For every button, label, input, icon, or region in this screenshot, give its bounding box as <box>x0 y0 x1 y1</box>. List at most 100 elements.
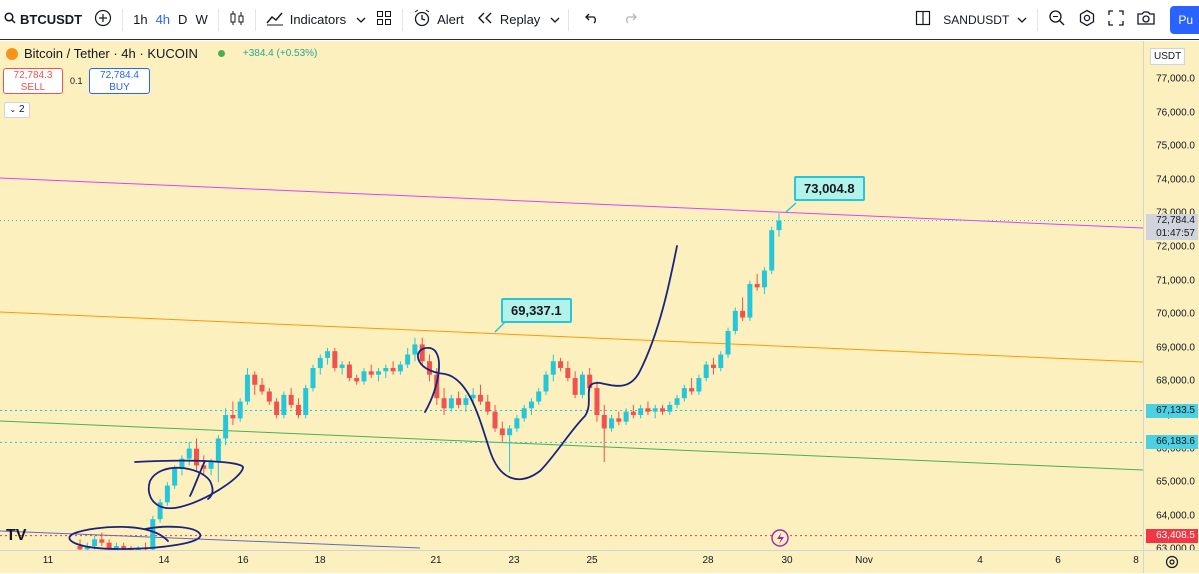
axis-corner[interactable] <box>1143 550 1199 573</box>
compare-symbol[interactable]: SANDUSDT <box>937 0 1033 40</box>
timeframe-group: 1h 4h D W <box>127 0 214 40</box>
buy-button[interactable]: 72,784.4 BUY <box>89 68 150 94</box>
price-axis[interactable]: 77,000.0 76,000.0 75,000.0 74,000.0 73,000.0… <box>1143 41 1199 555</box>
snapshot-button[interactable] <box>1130 0 1162 40</box>
candle-body <box>346 364 352 379</box>
candle-body <box>645 408 651 412</box>
price-tick-label: 63,000.0 <box>1156 544 1195 555</box>
replay-dropdown[interactable] <box>546 0 564 40</box>
symbol-title: Bitcoin / Tether · 4h · KUCOIN <box>24 46 198 61</box>
buy-label: BUY <box>109 82 130 93</box>
timeframe-1h[interactable]: 1h <box>133 12 148 27</box>
fullscreen-button[interactable] <box>1102 0 1130 40</box>
current-price-badge: 72,784.4 01:47:57 <box>1146 213 1198 240</box>
time-tick-label: 6 <box>1055 555 1061 566</box>
candle-body <box>172 468 178 486</box>
candle-body <box>92 539 98 547</box>
price-tick-label: 75,000.0 <box>1156 140 1195 152</box>
candle-body <box>106 542 112 550</box>
candle-body <box>696 378 702 392</box>
divider <box>568 8 570 31</box>
indicators-collapse-toggle[interactable]: ⌄ 2 <box>4 102 30 118</box>
candle-body <box>776 220 782 231</box>
trendline-purple <box>0 177 1143 229</box>
layout-button[interactable] <box>909 0 937 40</box>
undo-button[interactable] <box>573 0 611 40</box>
candle-body <box>456 398 462 405</box>
alert-button[interactable]: Alert <box>407 0 470 40</box>
sell-button[interactable]: 72,784.3 SELL <box>3 68 63 94</box>
time-tick-label: 16 <box>237 555 249 566</box>
price-note-high[interactable]: 73,004.8 <box>794 176 865 201</box>
time-tick-label: 28 <box>702 555 714 566</box>
publish-button[interactable]: Pu <box>1170 5 1199 34</box>
candle-body <box>230 415 236 419</box>
candle-body <box>244 374 250 402</box>
candle-body <box>77 546 83 550</box>
price-chart[interactable]: TV <box>0 41 1143 550</box>
candle-body <box>252 374 258 385</box>
chart-type-button[interactable] <box>223 0 251 40</box>
chart-pane[interactable]: TV <box>0 41 1143 550</box>
time-tick-label: 21 <box>430 555 442 566</box>
currency-unit[interactable]: USDT <box>1150 48 1186 65</box>
candle-body <box>441 398 447 409</box>
price-note-mid[interactable]: 69,337.1 <box>501 298 572 323</box>
candle-body <box>689 388 695 392</box>
hand-drawn-loop <box>134 459 244 510</box>
candle-body <box>601 415 607 429</box>
candle-body <box>630 411 636 415</box>
candle-body <box>725 331 731 355</box>
candle-body <box>339 364 345 368</box>
indicators-button[interactable]: Indicators <box>260 0 352 40</box>
indicators-dropdown[interactable] <box>352 0 370 40</box>
divider <box>122 8 124 31</box>
undo-icon <box>585 12 599 27</box>
candle-body <box>84 546 90 550</box>
candle-body <box>543 374 549 392</box>
candle-body <box>295 404 301 415</box>
candle-body <box>448 398 454 409</box>
candle-body <box>113 546 119 550</box>
candle-body <box>638 408 644 415</box>
templates-button[interactable] <box>370 0 398 40</box>
replay-icon <box>476 11 494 28</box>
candle-body <box>761 270 767 288</box>
zoom-button[interactable] <box>1042 0 1072 40</box>
timeframe-4h[interactable]: 4h <box>155 12 171 27</box>
time-axis[interactable]: 11 14 16 18 21 23 25 28 30 Nov 4 6 8 <box>0 550 1143 573</box>
symbol-search[interactable]: BTCUSDT <box>0 0 88 40</box>
top-toolbar: BTCUSDT 1h 4h D W Indicators <box>0 0 1199 40</box>
divider <box>254 8 256 31</box>
candle-body <box>288 394 294 405</box>
time-tick-label: Nov <box>855 555 873 566</box>
note-pointer <box>785 202 797 213</box>
timeframe-d[interactable]: D <box>178 12 188 27</box>
replay-button[interactable]: Replay <box>470 0 546 40</box>
redo-icon <box>623 12 638 27</box>
timeframe-w[interactable]: W <box>195 12 208 27</box>
chevron-down-icon <box>550 12 560 27</box>
redo-button[interactable] <box>611 0 649 40</box>
candle-body <box>201 465 207 469</box>
candle-body <box>609 418 615 429</box>
candle-body <box>674 398 680 405</box>
time-tick-label: 30 <box>781 555 793 566</box>
settings-button[interactable] <box>1072 0 1102 40</box>
market-status-dot <box>217 50 225 57</box>
candle-body <box>769 230 775 271</box>
time-tick-label: 23 <box>508 555 520 566</box>
candle-body <box>215 438 221 463</box>
candle-body <box>572 378 578 395</box>
candle-body <box>179 458 185 469</box>
zoom-icon <box>1048 9 1066 30</box>
candle-body <box>164 485 170 503</box>
hand-drawn-stroke <box>189 460 206 497</box>
candle-body <box>354 378 360 382</box>
add-symbol-button[interactable] <box>88 0 118 40</box>
note-text: 73,004.8 <box>804 181 855 196</box>
price-tick-label: 72,000.0 <box>1156 241 1195 253</box>
candle-body <box>157 502 163 520</box>
candle-body <box>579 374 585 395</box>
candle-body <box>718 354 724 368</box>
